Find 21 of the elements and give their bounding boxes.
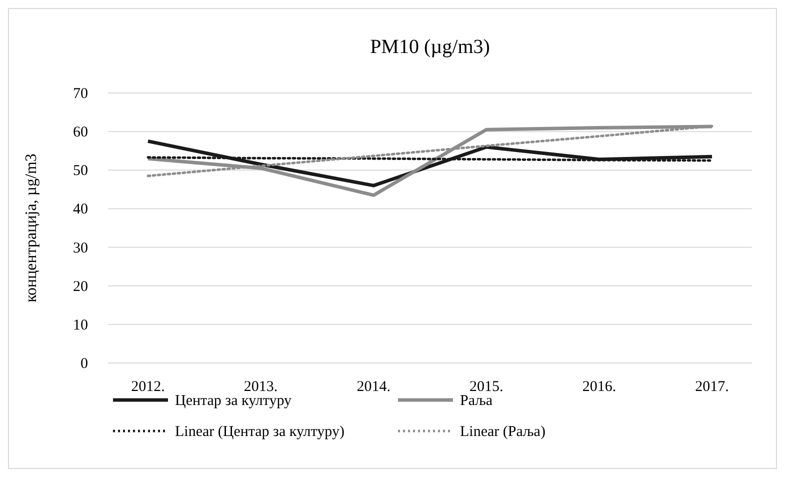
y-tick-label: 40 <box>73 202 88 218</box>
y-tick-label: 60 <box>73 124 88 141</box>
legend-label: Linear (Раља) <box>460 424 546 440</box>
y-tick-label: 10 <box>73 317 88 334</box>
legend-label: Linear (Центар за културу) <box>175 424 344 440</box>
x-tick-label: 2017. <box>695 379 729 395</box>
y-tick-label: 0 <box>80 356 88 372</box>
y-axis-title: концентрација, µg/m3 <box>23 154 40 302</box>
chart-title: PM10 (µg/m3) <box>370 36 490 58</box>
x-tick-label: 2016. <box>582 379 616 395</box>
legend-label: Центар за културу <box>175 393 292 409</box>
x-tick-label: 2012. <box>131 379 165 395</box>
y-tick-label: 20 <box>73 278 88 295</box>
y-tick-label: 70 <box>73 86 88 102</box>
x-tick-label: 2013. <box>244 379 278 395</box>
y-tick-label: 50 <box>73 163 88 180</box>
y-tick-label: 30 <box>73 240 88 256</box>
x-tick-label: 2014. <box>356 379 390 395</box>
line-series <box>146 139 714 188</box>
legend-label: Раља <box>460 393 493 409</box>
x-tick-label: 2015. <box>470 379 504 395</box>
